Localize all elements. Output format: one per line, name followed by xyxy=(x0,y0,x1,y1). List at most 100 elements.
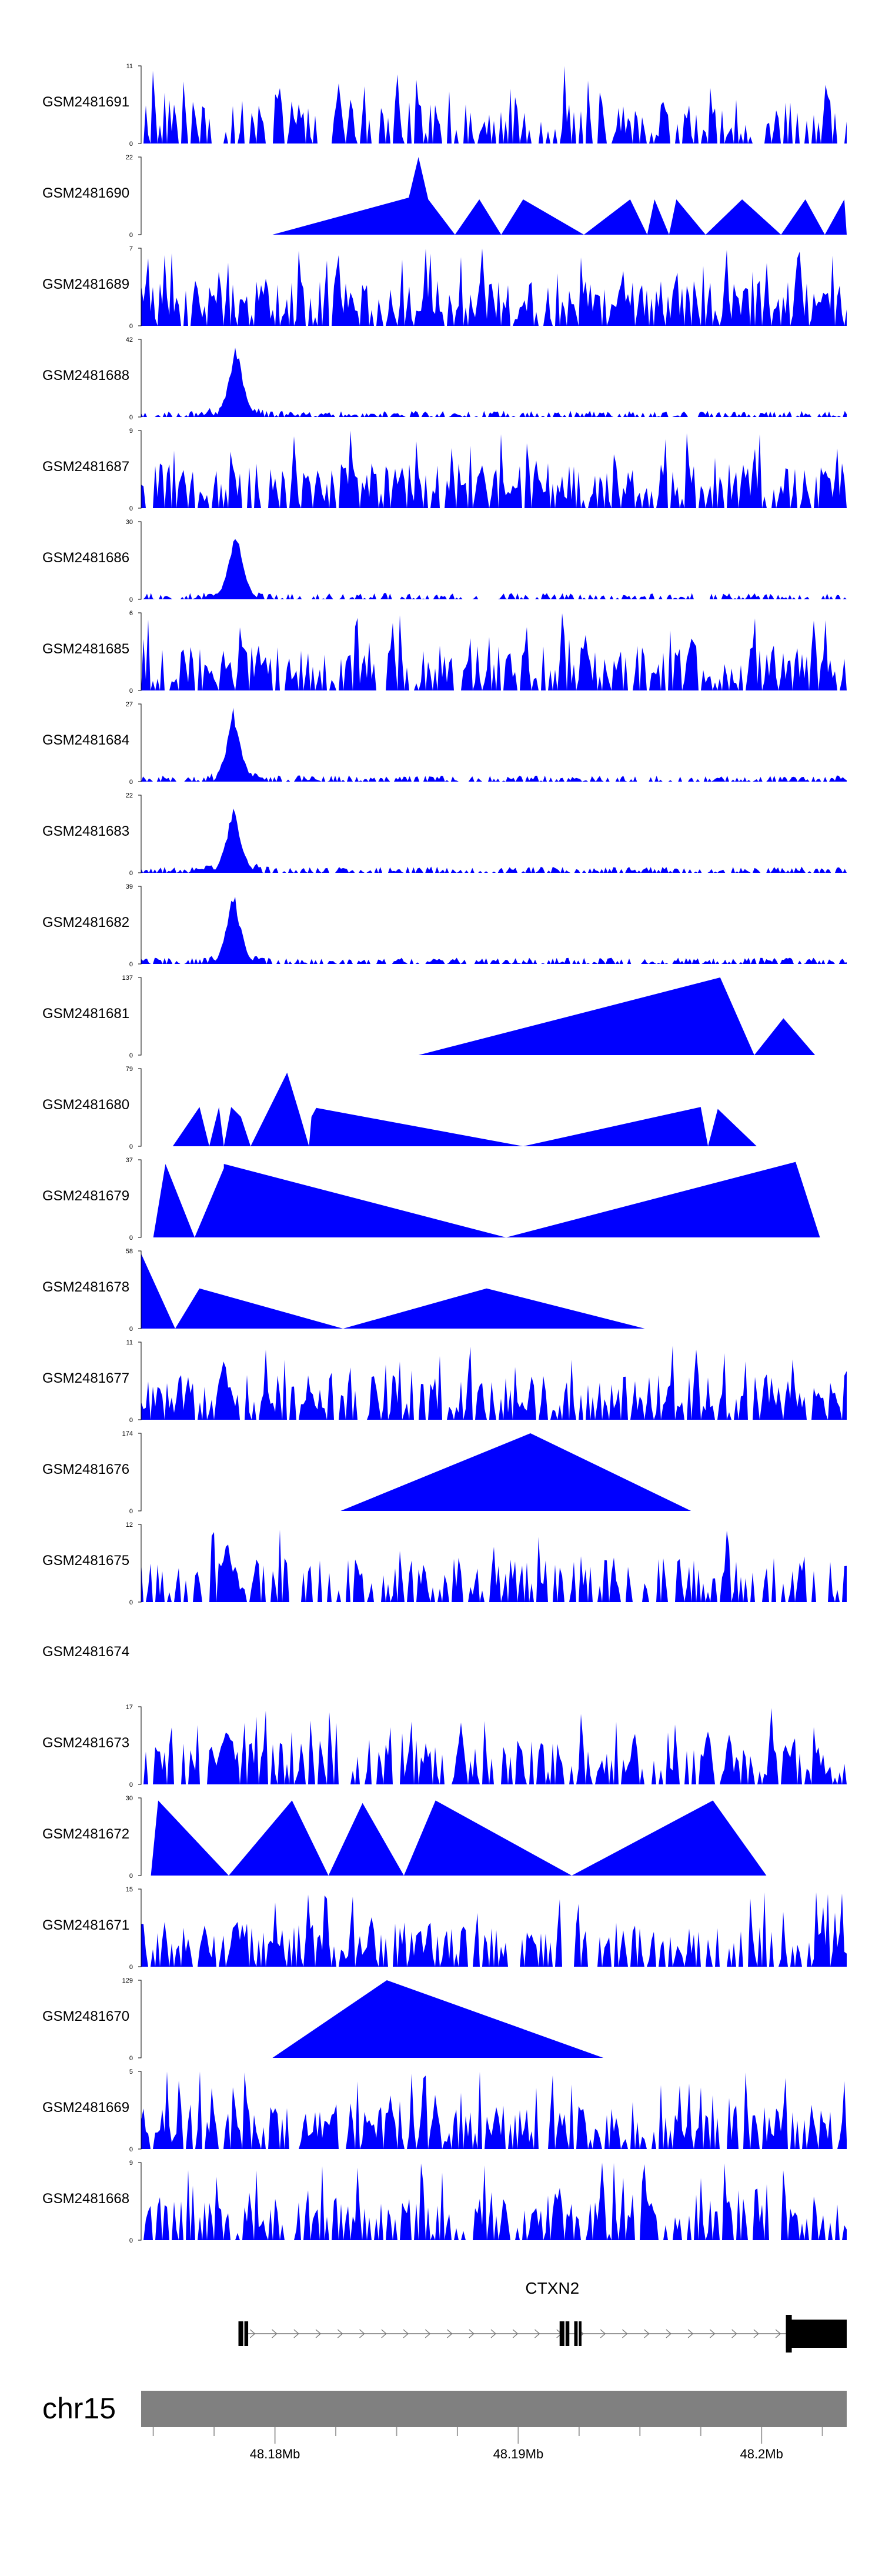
coverage-track: GSM2481675 12 0 xyxy=(0,1517,882,1609)
coverage-area xyxy=(340,1433,691,1511)
track-label: GSM2481684 xyxy=(42,732,130,748)
coverage-area xyxy=(141,431,847,508)
track-plot: 79 0 xyxy=(126,1066,757,1150)
chromosome-label: chr15 xyxy=(42,2392,116,2425)
y-axis-line xyxy=(138,521,142,600)
coverage-track: GSM2481668 9 0 xyxy=(0,2155,882,2247)
track-label: GSM2481683 xyxy=(42,823,130,839)
y-axis-line xyxy=(138,2071,142,2150)
tick-label: 48.19Mb xyxy=(493,2447,544,2461)
track-plot xyxy=(141,1609,847,1700)
y-axis-line xyxy=(138,1342,142,1420)
gene-annotation-track: CTXN2 xyxy=(0,2270,882,2370)
track-label: GSM2481676 xyxy=(42,1461,130,1477)
track-plot: 30 0 xyxy=(126,1795,767,1880)
coverage-track: GSM2481691 11 0 xyxy=(0,59,882,150)
track-plot: 70 xyxy=(129,245,847,330)
y-axis-min-label: 0 xyxy=(129,323,133,330)
y-axis-line xyxy=(138,612,142,691)
y-axis-line xyxy=(138,1068,142,1147)
y-axis-min-label: 0 xyxy=(129,1873,133,1880)
track-label: GSM2481670 xyxy=(42,2008,130,2024)
y-axis-max-label: 30 xyxy=(126,519,133,526)
strand-arrow xyxy=(403,2329,409,2338)
coverage-area xyxy=(141,708,847,782)
track-label: GSM2481673 xyxy=(42,1735,130,1751)
strand-arrow xyxy=(753,2329,759,2338)
strand-arrow xyxy=(512,2329,519,2338)
strand-arrow xyxy=(359,2329,365,2338)
strand-arrow xyxy=(490,2329,496,2338)
gene-model: CTXN2 xyxy=(238,2279,847,2353)
coverage-area xyxy=(141,2071,847,2149)
coverage-area xyxy=(141,66,847,144)
y-axis-min-label: 0 xyxy=(129,2146,133,2153)
y-axis-max-label: 137 xyxy=(122,975,133,982)
coverage-track: GSM2481677 11 0 xyxy=(0,1335,882,1426)
coverage-area xyxy=(141,248,847,326)
y-axis-max-label: 58 xyxy=(126,1248,133,1255)
track-label: GSM2481674 xyxy=(42,1644,130,1660)
y-axis-line xyxy=(138,1797,142,1876)
y-axis-max-label: 17 xyxy=(126,1704,133,1711)
track-plot: 129 0 xyxy=(122,1977,604,2062)
track-plot: 39 0 xyxy=(126,883,847,968)
coverage-track: GSM2481684 27 0 xyxy=(0,697,882,788)
y-axis-max-label: 129 xyxy=(122,1977,133,1984)
track-plot: 50 xyxy=(129,2068,847,2153)
gene-structure xyxy=(238,2315,847,2353)
coverage-track: GSM2481685 6 0 xyxy=(0,606,882,697)
track-plot: 42 0 xyxy=(126,336,847,421)
track-label: GSM2481672 xyxy=(42,1826,130,1842)
coverage-track: GSM2481676 174 0 xyxy=(0,1426,882,1517)
coverage-track: GSM2481674 xyxy=(0,1609,882,1700)
strand-arrow xyxy=(469,2329,475,2338)
y-axis-min-label: 0 xyxy=(129,1964,133,1971)
coverage-track: GSM2481689 7 0 xyxy=(0,241,882,332)
y-axis-max-label: 11 xyxy=(126,1339,133,1346)
strand-arrow xyxy=(272,2329,278,2338)
coverage-area xyxy=(272,1980,604,2058)
y-axis-line xyxy=(138,703,142,782)
track-plot: 11 0 xyxy=(126,1339,847,1424)
y-axis-min-label: 0 xyxy=(129,414,133,421)
coverage-area xyxy=(141,1530,847,1602)
strand-arrow xyxy=(622,2329,628,2338)
y-axis-min-label: 0 xyxy=(129,232,133,239)
track-plot: 22 0 xyxy=(126,154,847,239)
track-label: GSM2481678 xyxy=(42,1279,130,1295)
y-axis-line xyxy=(138,339,142,418)
tick-label: 48.18Mb xyxy=(250,2447,300,2461)
y-axis-max-label: 22 xyxy=(126,792,133,799)
coverage-track: GSM2481672 30 0 xyxy=(0,1791,882,1882)
strand-arrow xyxy=(600,2329,606,2338)
coverage-track: GSM2481681 137 0 xyxy=(0,970,882,1062)
coverage-area xyxy=(141,539,847,599)
coverage-area xyxy=(141,2163,847,2240)
y-axis-line xyxy=(138,2162,142,2241)
coverage-track: GSM2481673 17 0 xyxy=(0,1700,882,1791)
y-axis-min-label: 0 xyxy=(129,2237,133,2244)
y-axis-min-label: 0 xyxy=(129,1781,133,1788)
y-axis-line xyxy=(138,1888,142,1967)
chromosome-axis-track: chr15 48.18Mb 48.19Mb 48.2Mb xyxy=(0,2370,882,2576)
coverage-area xyxy=(151,1800,767,1876)
coverage-track: GSM2481683 22 0 xyxy=(0,788,882,879)
y-axis-max-label: 11 xyxy=(126,63,133,70)
coverage-track: GSM2481682 39 0 xyxy=(0,879,882,970)
track-label: GSM2481686 xyxy=(42,550,130,566)
y-axis-min-label: 0 xyxy=(129,505,133,512)
y-axis-line xyxy=(138,977,142,1056)
y-axis-max-label: 7 xyxy=(129,245,133,252)
y-axis-min-label: 0 xyxy=(129,1234,133,1242)
track-label: GSM2481687 xyxy=(42,459,130,475)
track-label: GSM2481675 xyxy=(42,1553,130,1569)
strand-arrow xyxy=(425,2329,431,2338)
track-label: GSM2481669 xyxy=(42,2100,130,2115)
track-plot: 27 0 xyxy=(126,701,847,786)
strand-arrow xyxy=(337,2329,343,2338)
track-plot: 17 0 xyxy=(126,1704,847,1788)
track-label: GSM2481681 xyxy=(42,1006,130,1022)
y-axis-min-label: 0 xyxy=(129,1417,133,1424)
